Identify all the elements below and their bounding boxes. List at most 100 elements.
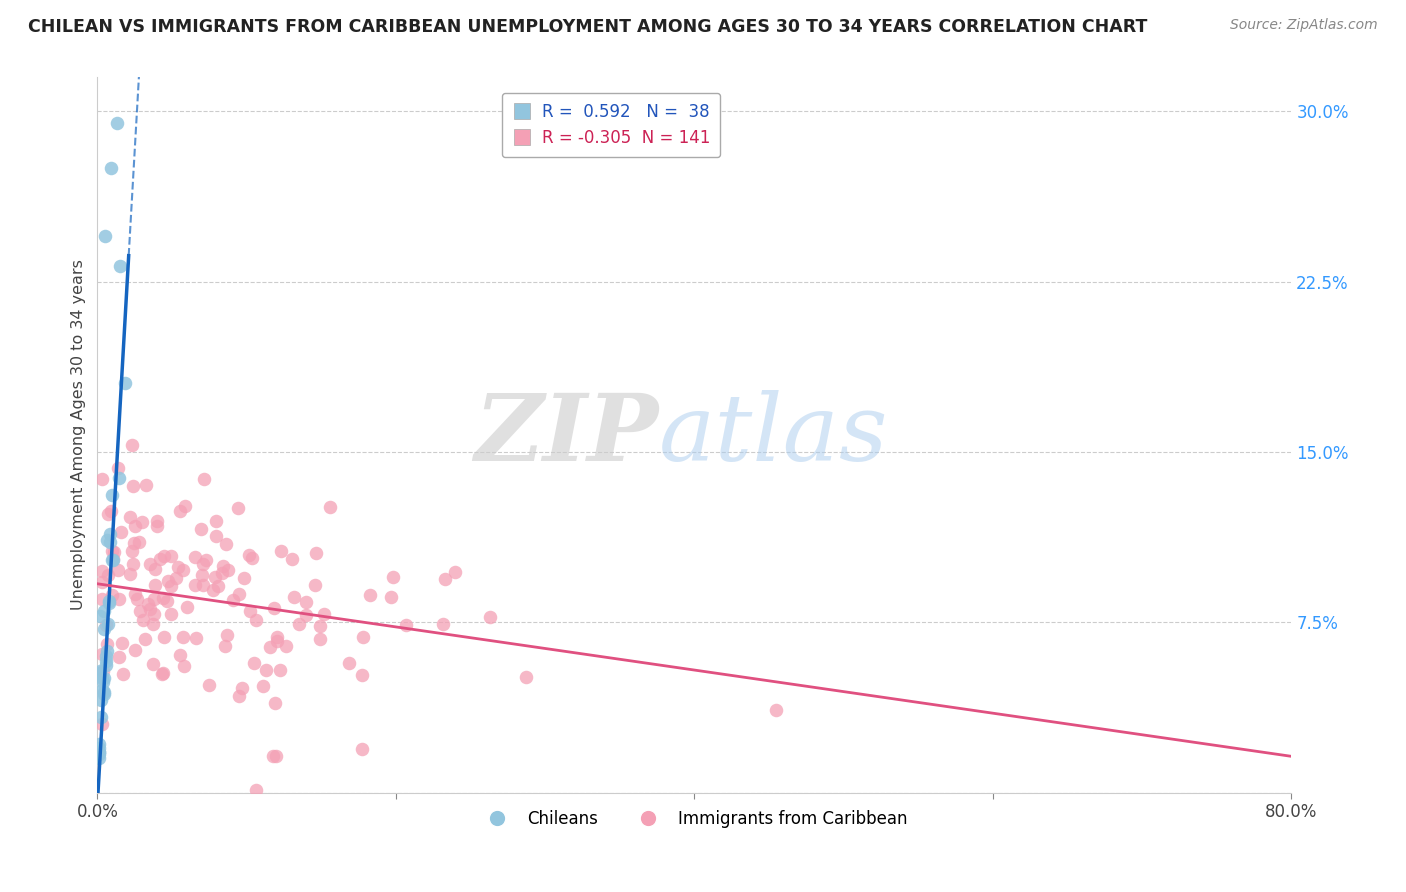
Point: [190, 567, 212, 582]
Point: [94, 618, 117, 632]
Point: [89, 664, 111, 678]
Point: [228, 689, 250, 703]
Point: [121, 544, 143, 558]
Point: [128, 604, 150, 618]
Point: [283, 590, 305, 604]
Point: [142, 617, 165, 632]
Point: [90, 472, 112, 486]
Point: [91, 665, 114, 679]
Point: [94, 648, 117, 663]
Text: ZIP: ZIP: [474, 390, 658, 480]
Point: [100, 504, 122, 518]
Point: [121, 437, 143, 451]
Point: [93, 672, 115, 686]
Point: [172, 631, 194, 645]
Point: [90, 717, 112, 731]
Point: [152, 591, 174, 605]
Point: [93, 604, 115, 618]
Point: [172, 563, 194, 577]
Point: [101, 488, 124, 502]
Point: [93, 622, 115, 636]
Point: [183, 577, 205, 591]
Point: [173, 499, 195, 513]
Y-axis label: Unemployment Among Ages 30 to 34 years: Unemployment Among Ages 30 to 34 years: [72, 260, 86, 610]
Point: [259, 640, 281, 654]
Point: [122, 557, 145, 571]
Point: [217, 563, 239, 577]
Point: [87, 747, 110, 761]
Point: [124, 519, 146, 533]
Point: [304, 578, 326, 592]
Point: [193, 558, 215, 572]
Point: [245, 783, 267, 797]
Point: [205, 529, 228, 543]
Point: [231, 681, 253, 696]
Point: [97, 616, 120, 631]
Point: [107, 563, 129, 577]
Point: [124, 642, 146, 657]
Point: [110, 525, 132, 540]
Point: [131, 516, 153, 530]
Point: [211, 566, 233, 580]
Point: [515, 670, 537, 684]
Point: [101, 553, 124, 567]
Point: [138, 557, 160, 571]
Point: [269, 663, 291, 677]
Point: [135, 477, 157, 491]
Point: [142, 657, 165, 671]
Point: [176, 600, 198, 615]
Point: [308, 632, 330, 646]
Point: [233, 571, 256, 585]
Point: [97, 568, 120, 582]
Point: [105, 116, 128, 130]
Point: [173, 658, 195, 673]
Point: [96, 644, 118, 658]
Point: [263, 696, 285, 710]
Point: [132, 613, 155, 627]
Point: [87, 745, 110, 759]
Point: [195, 553, 218, 567]
Point: [136, 597, 159, 611]
Point: [167, 560, 190, 574]
Point: [87, 666, 110, 681]
Point: [128, 534, 150, 549]
Point: [359, 588, 381, 602]
Point: [91, 674, 114, 689]
Point: [101, 588, 124, 602]
Point: [226, 500, 249, 515]
Point: [240, 550, 263, 565]
Point: [143, 578, 166, 592]
Point: [245, 613, 267, 627]
Point: [108, 260, 131, 274]
Point: [169, 504, 191, 518]
Point: [243, 656, 266, 670]
Point: [281, 551, 304, 566]
Point: [214, 639, 236, 653]
Text: CHILEAN VS IMMIGRANTS FROM CARIBBEAN UNEMPLOYMENT AMONG AGES 30 TO 34 YEARS CORR: CHILEAN VS IMMIGRANTS FROM CARIBBEAN UNE…: [28, 18, 1147, 36]
Point: [93, 687, 115, 701]
Point: [264, 748, 287, 763]
Point: [90, 647, 112, 661]
Point: [314, 607, 336, 621]
Point: [183, 550, 205, 565]
Point: [150, 667, 173, 681]
Point: [266, 634, 288, 648]
Point: [380, 591, 402, 605]
Point: [146, 519, 169, 533]
Point: [101, 544, 124, 558]
Point: [111, 636, 134, 650]
Point: [309, 618, 332, 632]
Point: [114, 376, 136, 391]
Legend: Chileans, Immigrants from Caribbean: Chileans, Immigrants from Caribbean: [474, 803, 914, 834]
Point: [765, 703, 787, 717]
Point: [153, 630, 176, 644]
Point: [96, 637, 118, 651]
Point: [96, 533, 118, 548]
Point: [295, 607, 318, 622]
Point: [107, 460, 129, 475]
Point: [87, 741, 110, 756]
Point: [274, 639, 297, 653]
Point: [90, 575, 112, 590]
Point: [478, 610, 501, 624]
Point: [337, 657, 360, 671]
